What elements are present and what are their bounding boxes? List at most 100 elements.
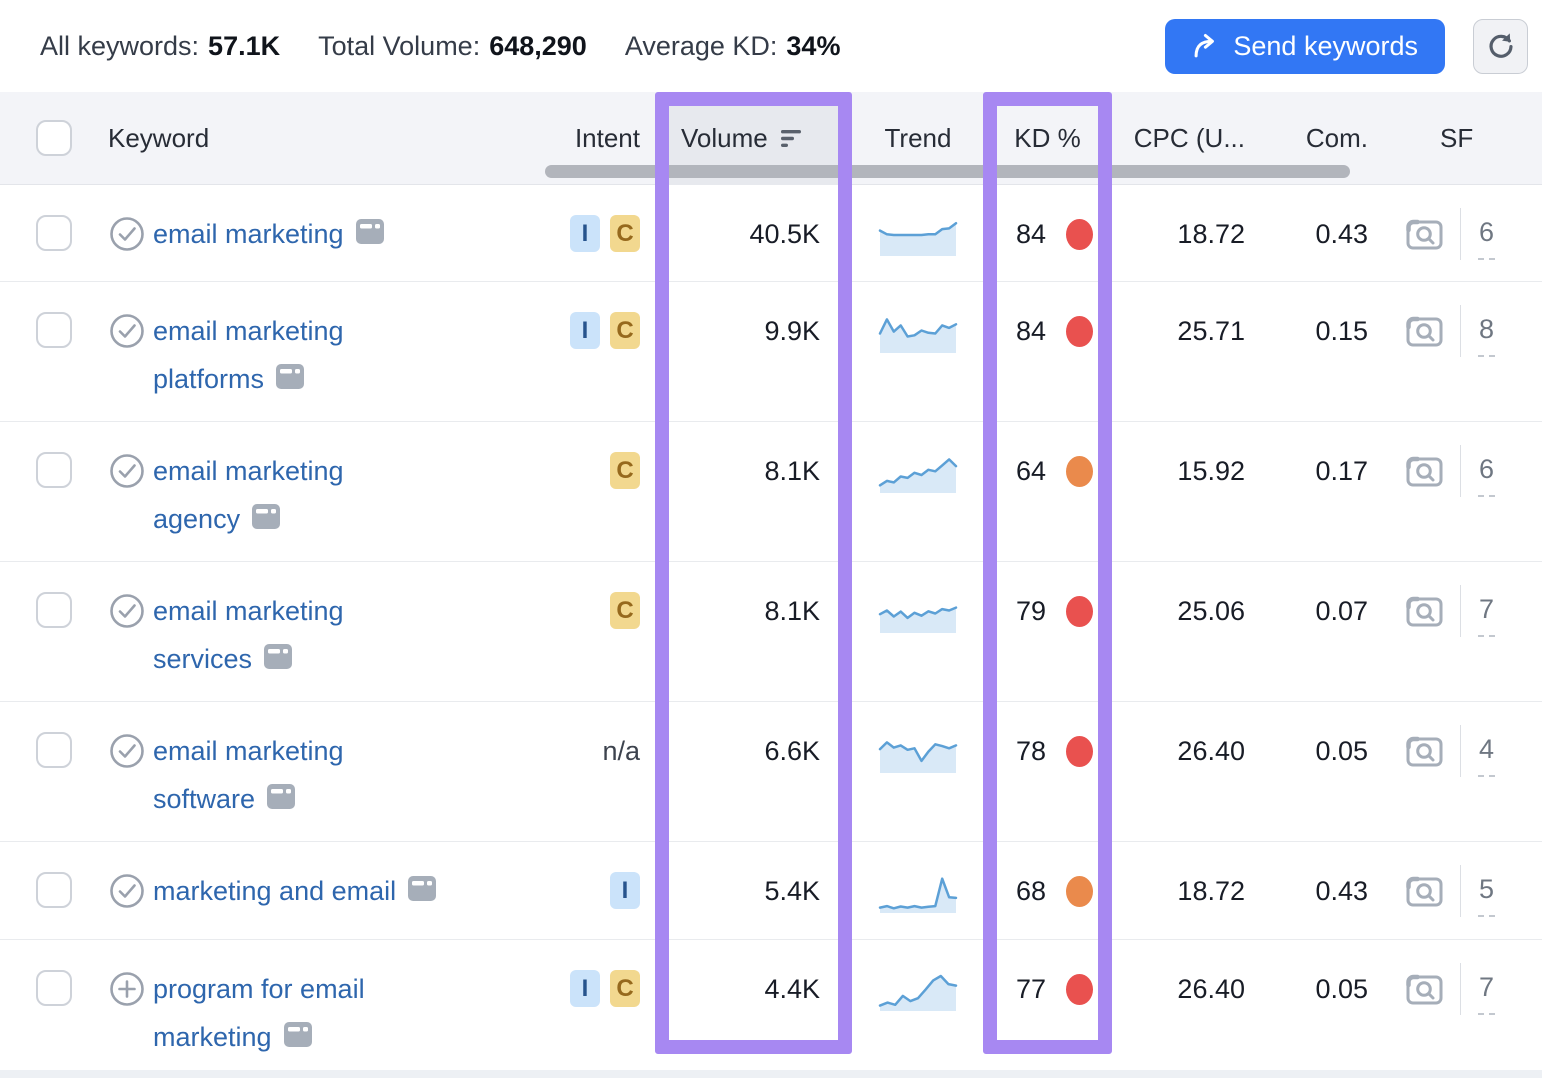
check-circle-icon[interactable] (108, 215, 146, 258)
keyword-link[interactable]: program for email (153, 974, 365, 1004)
check-circle-icon[interactable] (108, 592, 146, 635)
intent-badge-commercial[interactable]: C (610, 312, 640, 349)
sort-descending-icon[interactable] (780, 128, 804, 149)
intent-badge-informational[interactable]: I (610, 872, 640, 909)
row-checkbox[interactable] (36, 452, 72, 488)
keyword-link[interactable]: email marketing (153, 736, 344, 766)
sf-count-link[interactable]: 7 (1478, 587, 1496, 637)
column-header-intent[interactable]: Intent (574, 122, 640, 153)
row-checkbox[interactable] (36, 312, 72, 348)
serp-preview-magnifier-icon[interactable] (1405, 874, 1445, 915)
table-row[interactable]: email marketing software n/a 6.6K 78 26.… (0, 702, 1542, 842)
keyword-link[interactable]: email marketing (153, 316, 344, 346)
all-keywords-label: All keywords: (40, 30, 200, 61)
table-row[interactable]: email marketing services C 8.1K 79 25.06… (0, 562, 1542, 702)
table-row[interactable]: marketing and email I 5.4K 68 18.72 0.43… (0, 842, 1542, 940)
row-checkbox[interactable] (36, 970, 72, 1006)
row-checkbox[interactable] (36, 215, 72, 251)
sf-count-link[interactable]: 6 (1478, 447, 1496, 497)
row-checkbox[interactable] (36, 732, 72, 768)
serp-preview-magnifier-icon[interactable] (1405, 454, 1445, 495)
column-header-keyword[interactable]: Keyword (108, 122, 210, 153)
volume-value: 8.1K (764, 456, 820, 486)
select-all-checkbox[interactable] (36, 120, 72, 156)
kd-value: 79 (1015, 596, 1046, 626)
cpc-value: 26.40 (1177, 974, 1245, 1004)
serp-window-icon[interactable] (274, 359, 306, 407)
kd-value: 78 (1015, 736, 1046, 766)
sf-count-link[interactable]: 4 (1478, 727, 1496, 777)
table-row[interactable]: email marketing platforms I C 9.9K 84 25… (0, 282, 1542, 422)
intent-badge-commercial[interactable]: C (610, 452, 640, 489)
row-checkbox[interactable] (36, 592, 72, 628)
sf-count-link[interactable]: 6 (1478, 210, 1496, 260)
serp-window-icon[interactable] (250, 499, 282, 547)
serp-window-icon[interactable] (282, 1017, 314, 1065)
column-header-sf[interactable]: SF (1440, 122, 1474, 153)
kd-difficulty-dot (1066, 316, 1093, 347)
com-value: 0.07 (1315, 596, 1368, 626)
column-header-kd[interactable]: KD % (1014, 122, 1081, 153)
keyword-link[interactable]: email marketing (153, 456, 344, 486)
intent-badge-commercial[interactable]: C (610, 970, 640, 1007)
keyword-link[interactable]: software (153, 784, 256, 814)
serp-preview-magnifier-icon[interactable] (1405, 734, 1445, 775)
table-row[interactable]: email marketing agency C 8.1K 64 15.92 0… (0, 422, 1542, 562)
serp-window-icon[interactable] (262, 639, 294, 687)
divider (1460, 585, 1461, 637)
plus-circle-icon[interactable] (108, 970, 146, 1013)
intent-badge-informational[interactable]: I (570, 215, 600, 252)
serp-preview-magnifier-icon[interactable] (1405, 594, 1445, 635)
column-header-trend[interactable]: Trend (884, 122, 952, 153)
intent-badge-informational[interactable]: I (570, 312, 600, 349)
trend-sparkline (878, 869, 958, 920)
check-circle-icon[interactable] (108, 732, 146, 775)
check-circle-icon[interactable] (108, 452, 146, 495)
keyword-link[interactable]: platforms (153, 364, 265, 394)
keyword-link[interactable]: services (153, 644, 253, 674)
keyword-link[interactable]: email marketing (153, 219, 344, 249)
kd-difficulty-dot (1066, 876, 1093, 907)
intent-badge-commercial[interactable]: C (610, 592, 640, 629)
trend-sparkline (878, 729, 958, 780)
table-row[interactable]: email marketing I C 40.5K 84 18.72 0.43 … (0, 185, 1542, 282)
summary-bar: All keywords: 57.1K Total Volume: 648,29… (0, 0, 1542, 92)
row-checkbox[interactable] (36, 872, 72, 908)
cpc-value: 18.72 (1177, 876, 1245, 906)
com-value: 0.17 (1315, 456, 1368, 486)
check-circle-icon[interactable] (108, 872, 146, 915)
cpc-value: 25.06 (1177, 596, 1245, 626)
serp-window-icon[interactable] (265, 779, 297, 827)
kd-difficulty-dot (1066, 974, 1093, 1005)
sf-count-link[interactable]: 7 (1478, 965, 1496, 1015)
table-row[interactable]: program for email marketing I C 4.4K 77 … (0, 940, 1542, 1070)
serp-preview-magnifier-icon[interactable] (1405, 314, 1445, 355)
serp-preview-magnifier-icon[interactable] (1405, 972, 1445, 1013)
keyword-link[interactable]: marketing and email (153, 876, 397, 906)
refresh-button[interactable] (1473, 18, 1528, 74)
kd-difficulty-dot (1066, 219, 1093, 250)
volume-value: 40.5K (749, 219, 820, 249)
cpc-value: 26.40 (1177, 736, 1245, 766)
serp-window-icon[interactable] (354, 214, 386, 262)
send-keywords-button[interactable]: Send keywords (1165, 18, 1445, 74)
com-value: 0.15 (1315, 316, 1368, 346)
trend-sparkline (878, 449, 958, 500)
intent-badge-informational[interactable]: I (570, 970, 600, 1007)
column-header-com[interactable]: Com. (1305, 122, 1368, 153)
serp-window-icon[interactable] (406, 871, 438, 919)
column-header-cpc[interactable]: CPC (U... (1133, 122, 1245, 153)
com-value: 0.05 (1315, 974, 1368, 1004)
keyword-link[interactable]: agency (153, 504, 241, 534)
sf-count-link[interactable]: 8 (1478, 307, 1496, 357)
serp-preview-magnifier-icon[interactable] (1405, 217, 1445, 258)
volume-value: 8.1K (764, 596, 820, 626)
intent-badge-commercial[interactable]: C (610, 215, 640, 252)
sf-count-link[interactable]: 5 (1478, 867, 1496, 917)
volume-value: 4.4K (764, 974, 820, 1004)
com-value: 0.43 (1315, 219, 1368, 249)
horizontal-scrollbar[interactable] (545, 165, 1350, 178)
check-circle-icon[interactable] (108, 312, 146, 355)
keyword-link[interactable]: email marketing (153, 596, 344, 626)
keyword-link[interactable]: marketing (153, 1022, 272, 1052)
